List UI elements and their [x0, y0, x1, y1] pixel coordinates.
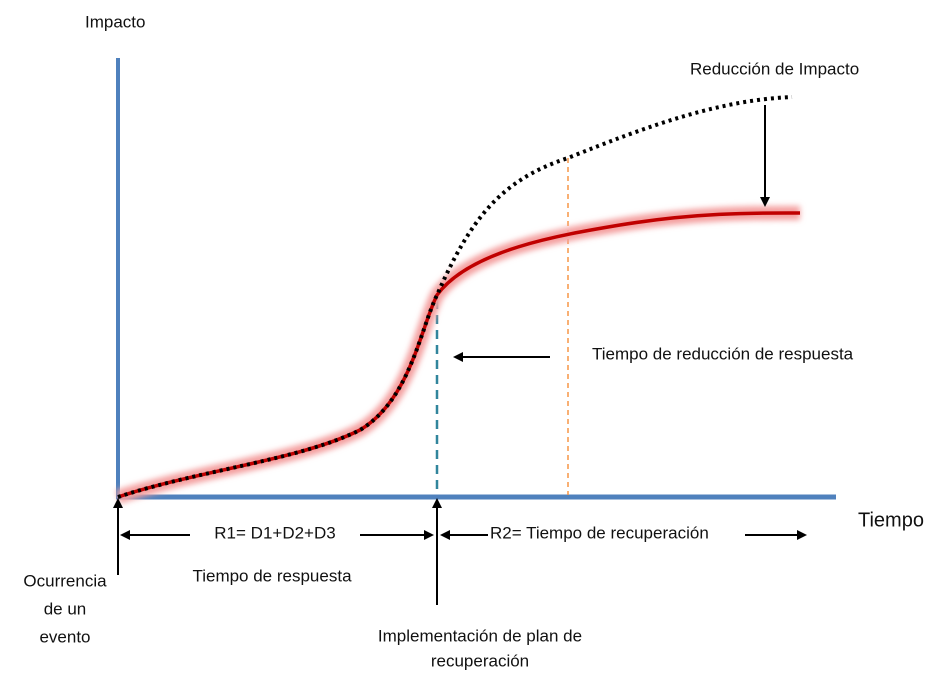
plan-label: recuperación: [431, 651, 529, 670]
event-label: evento: [39, 627, 90, 646]
event-label: Ocurrencia: [23, 571, 107, 590]
y-axis-label: Impacto: [85, 12, 145, 31]
r1-label: R1= D1+D2+D3: [214, 523, 335, 542]
plan-label: Implementación de plan de: [378, 626, 582, 645]
impact-curve: [117, 211, 801, 499]
event-label: de un: [44, 599, 87, 618]
reduction-label: Reducción de Impacto: [690, 59, 859, 78]
x-axis-label: Tiempo: [858, 509, 924, 531]
response-time-label: Tiempo de respuesta: [192, 566, 352, 585]
r2-label: R2= Tiempo de recuperación: [490, 523, 709, 542]
response-reduction-label: Tiempo de reducción de respuesta: [592, 344, 854, 363]
unmitigated-curve: [117, 95, 793, 499]
